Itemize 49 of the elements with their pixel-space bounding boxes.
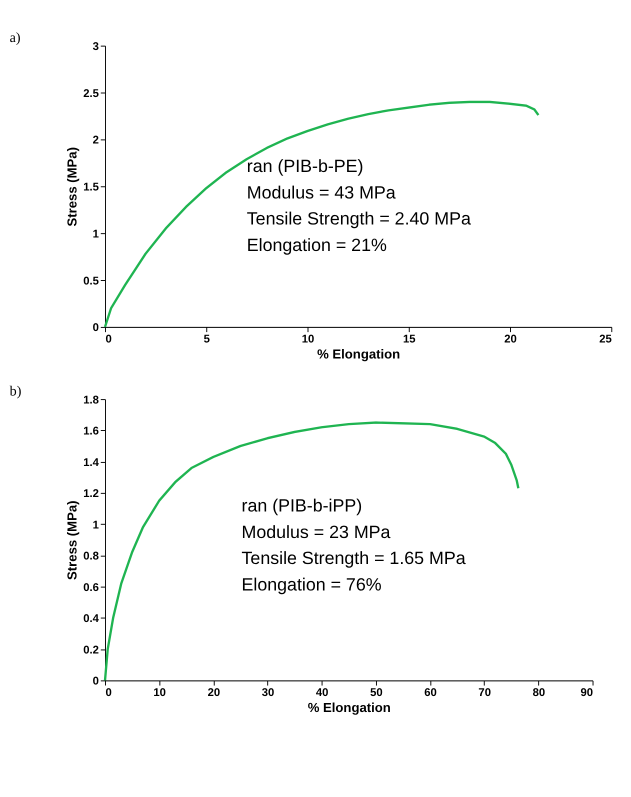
x-tick-label: 0 xyxy=(105,333,112,346)
chart-title: b) xyxy=(10,383,22,400)
y-tick-label: 1.5 xyxy=(83,182,99,194)
x-tick-label: 90 xyxy=(580,686,594,699)
y-tick-label: 0.2 xyxy=(83,644,99,656)
x-tick-label: 10 xyxy=(153,686,166,699)
x-tick-label: 25 xyxy=(599,333,612,346)
y-axis-title: Stress (MPa) xyxy=(64,147,80,226)
y-tick-label: 2.5 xyxy=(83,88,99,100)
x-tick-label: 5 xyxy=(204,333,210,346)
x-tick-label: 0 xyxy=(105,686,112,699)
y-tick-label: 3 xyxy=(92,40,99,53)
y-tick-label: 0.4 xyxy=(83,613,100,626)
x-tick-label: 30 xyxy=(262,686,274,699)
annotation: Elongation = 76% xyxy=(242,574,382,594)
y-tick-label: 0.8 xyxy=(83,550,99,563)
y-tick-label: 1 xyxy=(92,519,99,532)
x-tick-label: 70 xyxy=(478,686,491,699)
x-axis-title: % Elongation xyxy=(317,346,400,362)
x-tick-label: 50 xyxy=(370,686,383,699)
y-tick-label: 0.6 xyxy=(83,582,99,594)
annotation: Modulus = 43 MPa xyxy=(246,182,396,202)
y-axis-title: Stress (MPa) xyxy=(64,500,80,580)
line-series xyxy=(104,421,520,682)
y-tick-label: 1.6 xyxy=(83,426,99,438)
x-tick-label: 10 xyxy=(302,333,314,346)
y-tick-label: 0.5 xyxy=(83,275,99,288)
annotation: Modulus = 23 MPa xyxy=(242,522,391,542)
x-axis-title: % Elongation xyxy=(308,700,391,715)
annotation: ran (PIB-b-PE) xyxy=(246,156,364,176)
x-tick-label: 15 xyxy=(403,333,416,346)
line-series xyxy=(104,100,540,328)
y-tick-label: 2 xyxy=(92,134,99,147)
x-tick-label: 20 xyxy=(504,333,517,346)
x-tick-label: 60 xyxy=(424,686,437,699)
y-tick-label: 0 xyxy=(92,322,99,334)
x-tick-label: 40 xyxy=(316,686,328,699)
y-tick-label: 1 xyxy=(92,228,99,240)
annotation: Tensile Strength = 2.40 MPa xyxy=(246,208,471,229)
x-tick-label: 80 xyxy=(532,686,546,699)
chart-title: a) xyxy=(10,30,21,46)
y-tick-label: 0 xyxy=(92,676,99,688)
annotation: Tensile Strength = 1.65 MPa xyxy=(242,548,466,568)
y-tick-label: 1.8 xyxy=(83,394,99,406)
annotation: Elongation = 21% xyxy=(246,234,387,255)
y-tick-label: 1.2 xyxy=(83,488,99,500)
x-tick-label: 20 xyxy=(208,686,220,699)
annotation: ran (PIB-b-iPP) xyxy=(242,496,362,516)
y-tick-label: 1.4 xyxy=(83,456,100,469)
